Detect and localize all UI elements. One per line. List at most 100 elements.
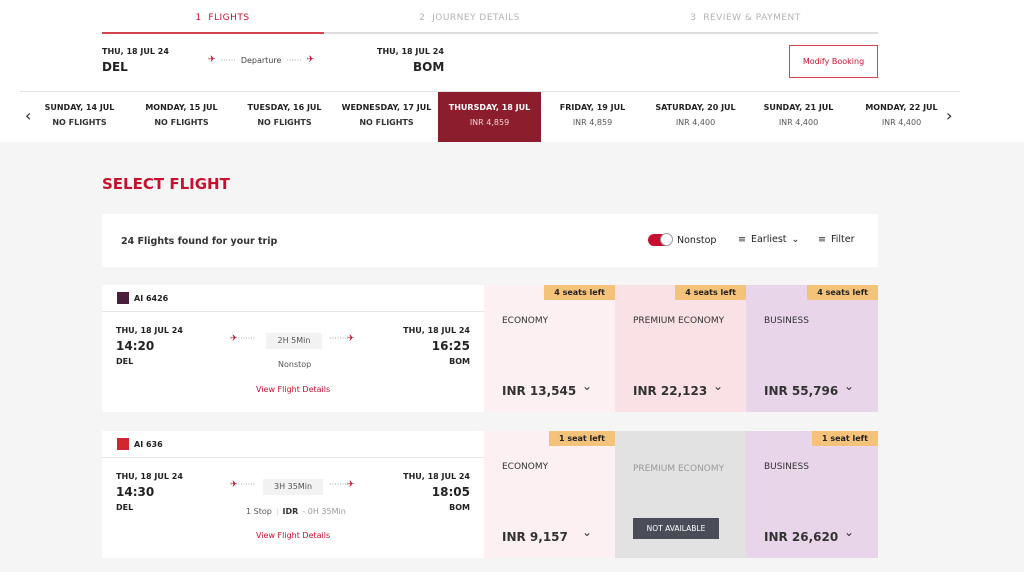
step-label: JOURNEY DETAILS bbox=[432, 13, 520, 23]
arrival-date: THU, 18 JUL 24 bbox=[403, 326, 470, 335]
date-label: FRIDAY, 19 JUL bbox=[559, 103, 626, 112]
fare-economy[interactable]: 1 seat left ECONOMY INR 9,157 ⌄ bbox=[484, 431, 615, 558]
next-dates-arrow-icon[interactable]: › bbox=[946, 106, 953, 125]
date-item[interactable]: SATURDAY, 20 JUL INR 4,400 bbox=[644, 92, 747, 142]
fare-price: INR 26,620 bbox=[764, 530, 839, 544]
fare-price: INR 13,545 bbox=[502, 384, 577, 398]
sort-dropdown[interactable]: ≡ Earliest ⌄ bbox=[738, 234, 799, 245]
date-price: NO FLIGHTS bbox=[154, 118, 209, 127]
divider bbox=[20, 91, 960, 92]
seats-left-badge: 4 seats left bbox=[807, 285, 878, 300]
flight-duration: 3H 35Min bbox=[263, 479, 323, 495]
modify-booking-button[interactable]: Modify Booking bbox=[789, 45, 878, 78]
step-number: 1 bbox=[195, 13, 202, 23]
step-review-payment[interactable]: 3 REVIEW & PAYMENT bbox=[634, 13, 857, 23]
date-label: SUNDAY, 21 JUL bbox=[763, 103, 834, 112]
seats-left-badge: 4 seats left bbox=[544, 285, 615, 300]
fare-class: BUSINESS bbox=[764, 316, 809, 326]
view-flight-details-link[interactable]: View Flight Details bbox=[256, 531, 331, 540]
step-number: 2 bbox=[419, 13, 426, 23]
departure-code: DEL bbox=[116, 503, 134, 512]
arrival-code: BOM bbox=[413, 60, 445, 74]
fare-class: PREMIUM ECONOMY bbox=[633, 316, 725, 326]
fare-price: INR 9,157 bbox=[502, 530, 568, 544]
not-available-badge: NOT AVAILABLE bbox=[633, 518, 719, 539]
layover-duration: - 0H 35Min bbox=[302, 507, 346, 516]
step-journey-details[interactable]: 2 JOURNEY DETAILS bbox=[358, 13, 581, 23]
step-progress bbox=[102, 32, 878, 34]
stops-info: Nonstop bbox=[278, 360, 312, 369]
departure-code: DEL bbox=[102, 60, 128, 74]
fare-premium-economy-unavailable: PREMIUM ECONOMY NOT AVAILABLE bbox=[615, 431, 746, 558]
date-price: NO FLIGHTS bbox=[257, 118, 312, 127]
chevron-down-icon[interactable]: ⌄ bbox=[844, 379, 855, 393]
date-item[interactable]: SUNDAY, 14 JUL NO FLIGHTS bbox=[28, 92, 131, 142]
nonstop-toggle[interactable] bbox=[648, 233, 673, 246]
date-item[interactable]: SUNDAY, 21 JUL INR 4,400 bbox=[747, 92, 850, 142]
results-bar: 24 Flights found for your trip Nonstop ≡… bbox=[102, 214, 878, 267]
filter-icon: ≡ bbox=[818, 234, 826, 245]
arrival-date: THU, 18 JUL 24 bbox=[377, 47, 444, 56]
date-price: NO FLIGHTS bbox=[52, 118, 107, 127]
airline-logo-icon bbox=[117, 292, 129, 304]
departure-time: 14:30 bbox=[116, 485, 155, 499]
departure-date: THU, 18 JUL 24 bbox=[116, 472, 183, 481]
date-label: SATURDAY, 20 JUL bbox=[655, 103, 736, 112]
results-count: 24 Flights found for your trip bbox=[121, 236, 278, 247]
flight-card: AI 6426 THU, 18 JUL 24 14:20 DEL ✈······… bbox=[102, 285, 878, 412]
step-label: FLIGHTS bbox=[208, 13, 250, 23]
date-item[interactable]: TUESDAY, 16 JUL NO FLIGHTS bbox=[233, 92, 336, 142]
seats-left-badge: 4 seats left bbox=[675, 285, 746, 300]
fare-class: ECONOMY bbox=[502, 316, 549, 326]
departure-date: THU, 18 JUL 24 bbox=[116, 326, 183, 335]
fare-price: INR 22,123 bbox=[633, 384, 708, 398]
date-item[interactable]: WEDNESDAY, 17 JUL NO FLIGHTS bbox=[335, 92, 438, 142]
takeoff-icon: ✈ bbox=[230, 480, 238, 490]
step-number: 3 bbox=[690, 13, 697, 23]
prev-dates-arrow-icon[interactable]: ‹ bbox=[25, 106, 32, 125]
chevron-down-icon: ⌄ bbox=[791, 234, 800, 245]
step-label: REVIEW & PAYMENT bbox=[703, 13, 801, 23]
date-label: SUNDAY, 14 JUL bbox=[44, 103, 115, 112]
flight-number: AI 636 bbox=[134, 439, 163, 449]
fare-economy[interactable]: 4 seats left ECONOMY INR 13,545 ⌄ bbox=[484, 285, 615, 412]
departure-time: 14:20 bbox=[116, 339, 155, 353]
takeoff-icon: ✈ bbox=[230, 334, 238, 344]
fare-business[interactable]: 4 seats left BUSINESS INR 55,796 ⌄ bbox=[746, 285, 878, 412]
chevron-down-icon[interactable]: ⌄ bbox=[713, 379, 724, 393]
landing-icon: ✈ bbox=[346, 480, 355, 490]
fare-class: ECONOMY bbox=[502, 462, 549, 472]
date-price: NO FLIGHTS bbox=[359, 118, 414, 127]
takeoff-icon: ✈ bbox=[208, 55, 216, 65]
seats-left-badge: 1 seat left bbox=[811, 431, 878, 446]
date-price: INR 4,400 bbox=[675, 118, 716, 127]
departure-date: THU, 18 JUL 24 bbox=[102, 47, 169, 56]
date-item-selected[interactable]: THURSDAY, 18 JUL INR 4,859 bbox=[438, 92, 541, 142]
date-item[interactable]: FRIDAY, 19 JUL INR 4,859 bbox=[541, 92, 644, 142]
stops-info: 1 Stop bbox=[246, 507, 272, 516]
fare-class: BUSINESS bbox=[764, 462, 809, 472]
date-item[interactable]: MONDAY, 15 JUL NO FLIGHTS bbox=[130, 92, 233, 142]
chevron-down-icon[interactable]: ⌄ bbox=[844, 525, 855, 539]
view-flight-details-link[interactable]: View Flight Details bbox=[256, 385, 331, 394]
page-title: SELECT FLIGHT bbox=[102, 175, 230, 193]
filter-button[interactable]: ≡ Filter bbox=[818, 234, 855, 245]
sort-icon: ≡ bbox=[738, 234, 746, 245]
fare-business[interactable]: 1 seat left BUSINESS INR 26,620 ⌄ bbox=[746, 431, 878, 558]
seats-left-badge: 1 seat left bbox=[548, 431, 615, 446]
airline-logo-icon bbox=[117, 438, 129, 450]
chevron-down-icon[interactable]: ⌄ bbox=[582, 525, 593, 539]
arrival-code: BOM bbox=[449, 503, 470, 512]
flight-duration: 2H 5Min bbox=[266, 333, 322, 349]
date-label: THURSDAY, 18 JUL bbox=[448, 103, 531, 112]
landing-icon: ✈ bbox=[346, 334, 355, 344]
arrival-time: 18:05 bbox=[431, 485, 470, 499]
fare-class: PREMIUM ECONOMY bbox=[633, 464, 725, 474]
date-label: TUESDAY, 16 JUL bbox=[247, 103, 322, 112]
step-flights[interactable]: 1 FLIGHTS bbox=[111, 13, 334, 23]
arrival-time: 16:25 bbox=[431, 339, 470, 353]
chevron-down-icon[interactable]: ⌄ bbox=[582, 379, 593, 393]
fare-premium-economy[interactable]: 4 seats left PREMIUM ECONOMY INR 22,123 ⌄ bbox=[615, 285, 746, 412]
nonstop-label: Nonstop bbox=[677, 235, 717, 246]
date-item[interactable]: MONDAY, 22 JUL INR 4,400 bbox=[850, 92, 953, 142]
